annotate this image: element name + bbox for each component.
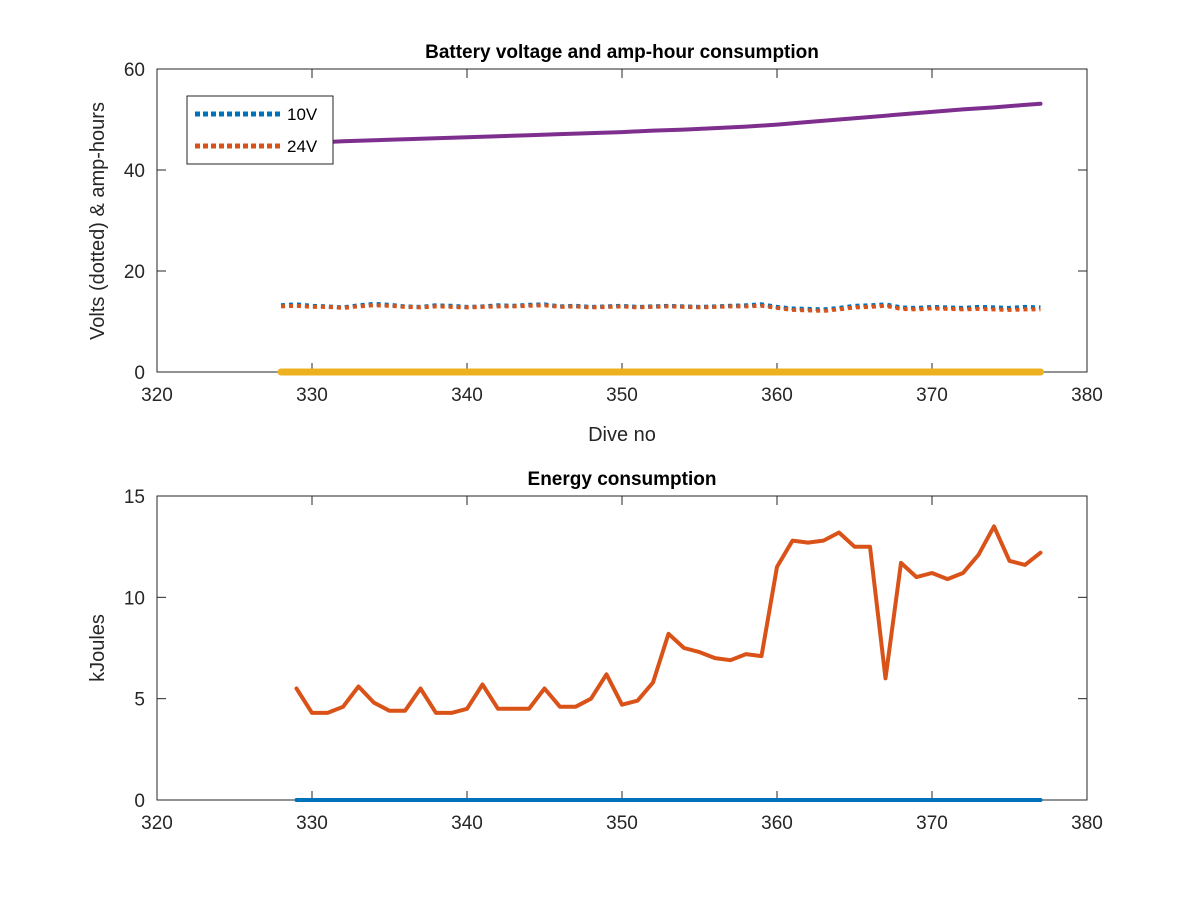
- x-tick-label: 360: [761, 385, 793, 406]
- energy-axis-ticks: 320 330 340 350 360 370 380 0 5 10 15: [124, 487, 1103, 834]
- y-tick-label: 0: [134, 791, 145, 812]
- voltage-series-group: [277, 101, 1044, 376]
- x-tick-label: 330: [296, 813, 328, 834]
- y-tick-label: 5: [134, 690, 145, 711]
- legend-box: [186, 95, 334, 165]
- x-tick-label: 320: [141, 813, 173, 834]
- y-tick-label: 15: [124, 487, 145, 508]
- energy-chart-title: Energy consumption: [528, 469, 717, 490]
- energy-series-group: [294, 524, 1043, 802]
- x-tick-label: 360: [761, 813, 793, 834]
- voltage-x-axis-label: Dive no: [588, 424, 656, 446]
- x-tick-label: 370: [916, 385, 948, 406]
- voltage-axis-ticks: 320 330 340 350 360 370 380 0 20 40 60: [124, 60, 1103, 406]
- voltage-legend: 10V 24V: [186, 95, 334, 165]
- y-tick-label: 40: [124, 161, 145, 182]
- legend-label-10v: 10V: [287, 105, 318, 124]
- x-tick-label: 340: [451, 385, 483, 406]
- legend-label-24v: 24V: [287, 137, 318, 156]
- voltage-chart: 320 330 340 350 360 370 380 0 20 40 60 Battery vol…: [87, 42, 1103, 446]
- y-tick-label: 0: [134, 363, 145, 384]
- y-tick-label: 10: [124, 588, 145, 609]
- x-tick-label: 320: [141, 385, 173, 406]
- x-tick-label: 380: [1071, 813, 1103, 834]
- voltage-y-axis-label: Volts (dotted) & amp-hours: [87, 102, 109, 340]
- energy-y-axis-label: kJoules: [87, 614, 109, 682]
- x-tick-label: 340: [451, 813, 483, 834]
- voltage-series-line-1: [280, 303, 1041, 313]
- y-tick-label: 20: [124, 262, 145, 283]
- voltage-chart-title: Battery voltage and amp-hour consumption: [425, 42, 819, 63]
- x-tick-label: 350: [606, 813, 638, 834]
- x-tick-label: 370: [916, 813, 948, 834]
- energy-chart: 320 330 340 350 360 370 380 0 5 10 15 Energy consu…: [87, 469, 1103, 834]
- energy-plot-area: [156, 495, 1088, 801]
- y-tick-label: 60: [124, 60, 145, 81]
- energy-series-line-0: [294, 524, 1043, 715]
- x-tick-label: 380: [1071, 385, 1103, 406]
- x-tick-label: 350: [606, 385, 638, 406]
- x-tick-label: 330: [296, 385, 328, 406]
- voltage-series-line-2: [279, 101, 1043, 146]
